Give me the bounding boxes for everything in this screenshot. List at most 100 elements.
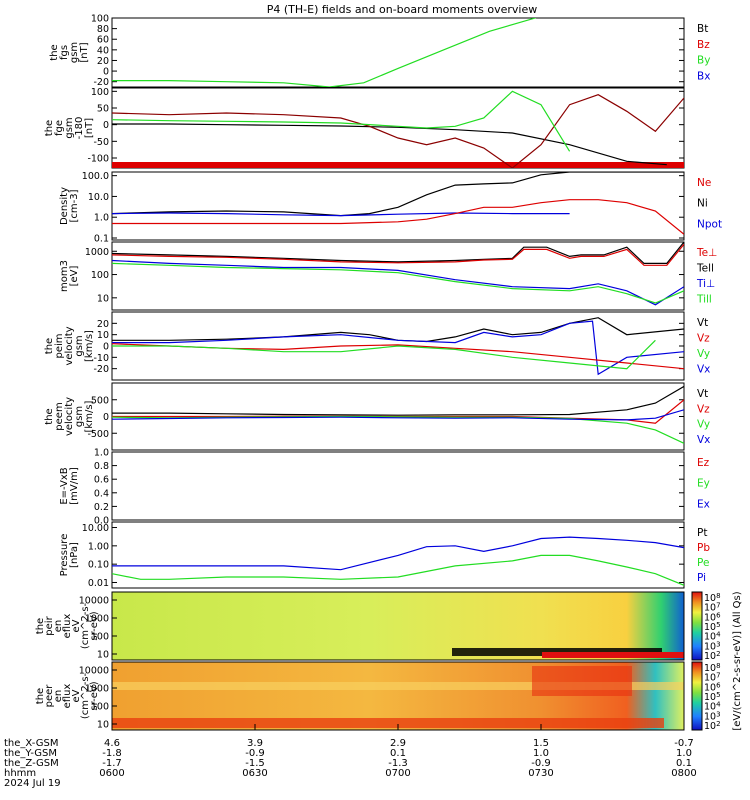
legend-entry: Vz <box>697 333 710 345</box>
y-axis-label: (cm^2-s- <box>80 672 91 719</box>
colorbar-label: [eV/(cm^2-s-sr-eV)] (All Qs) <box>732 591 743 730</box>
colorbar-tick-label: 102 <box>704 720 721 732</box>
y-tick-label: 0 <box>103 342 109 353</box>
y-tick-label: 1000 <box>85 247 109 258</box>
spectrogram-band <box>112 718 664 728</box>
panel-density: 100.0 10.0 1.0 0.1 Density [cm-3] Ne Ni Npot <box>59 171 722 244</box>
y-axis-label: gsm <box>69 42 80 63</box>
colorbar-tick-label: 102 <box>704 650 721 662</box>
y-tick-label: -20 <box>93 77 109 88</box>
y-axis-label: fgs <box>59 45 70 60</box>
y-tick-label: 10000 <box>79 596 109 607</box>
x-tick-label: 0730 <box>528 768 553 779</box>
y-axis-label: the <box>35 618 46 634</box>
y-axis-label: gsm <box>74 335 85 356</box>
y-axis-label: [mV/m] <box>69 467 80 505</box>
x-tick-label: 0600 <box>99 768 124 779</box>
panel-frame <box>111 171 685 241</box>
panel-frame <box>111 451 685 521</box>
legend-entry: Ti⊥ <box>696 278 715 290</box>
legend-entry: Till <box>696 294 712 306</box>
series-line-Pi <box>112 536 684 571</box>
y-axis-label: [km/s] <box>84 330 95 362</box>
series-line-green <box>112 90 571 152</box>
colorbar: 1081071061051041031021081071061051041031… <box>691 591 743 732</box>
y-tick-label: 10 <box>97 720 109 731</box>
x-tick-label: -1.7 <box>102 758 122 769</box>
y-axis-label: [km/s] <box>84 400 95 432</box>
legend-entry: Vy <box>697 348 710 360</box>
panel-frame <box>111 87 685 169</box>
x-axis-footer: the_X-GSM 4.6 3.9 2.9 1.5 -0.7 the_Y-GSM -1.8 -0… <box>4 724 697 789</box>
band-mark <box>112 162 684 168</box>
date-label: 2024 Jul 19 <box>4 778 61 789</box>
series-line-Vt <box>112 317 684 343</box>
legend-entry: Vt <box>697 388 708 400</box>
y-tick-label: 0.1 <box>94 233 109 244</box>
y-tick-label: 0.0 <box>94 516 109 527</box>
y-axis-label: velocity <box>64 326 75 365</box>
x-tick-label: 2.9 <box>390 738 406 749</box>
series-group <box>112 242 684 306</box>
series-line-Till <box>112 262 684 304</box>
colorbar-tick-exponent: 8 <box>716 662 720 670</box>
y-tick-label: 100.0 <box>82 171 109 182</box>
spectrogram-red-band <box>542 652 684 658</box>
x-tick-label: -0.7 <box>674 738 694 749</box>
series-line-Te⊥ <box>112 243 684 266</box>
series-line-Ni <box>112 172 684 217</box>
series-line-Vy <box>112 415 684 444</box>
series-line-Npot <box>112 212 570 217</box>
legend-entry: Bz <box>697 39 710 51</box>
y-tick-label: 1000 <box>85 614 109 625</box>
y-axis-label: gsm <box>74 406 85 427</box>
x-row-name: the_Y-GSM <box>4 748 57 759</box>
y-tick-label: 1.0 <box>94 448 109 459</box>
x-tick-label: 0800 <box>671 768 696 779</box>
legend-entry: Ne <box>697 177 711 189</box>
y-tick-label: 1000 <box>85 684 109 695</box>
panel-frame <box>111 17 685 88</box>
series-line-darkred <box>112 94 684 168</box>
colorbar-tick-exponent: 4 <box>716 631 721 639</box>
y-tick-label: 20 <box>97 319 109 330</box>
panel-pressure: 10.00 1.00 0.10 0.01 Pressure [nPa] Pt Pb Pe Pi <box>59 521 710 589</box>
legend-entry: By <box>697 55 710 67</box>
panel-moments: 1000 100 10 mom3 [eV] Te⊥ Tell Ti⊥ Till <box>59 241 717 311</box>
legend-entry: Vy <box>697 419 710 431</box>
y-axis-label: Density <box>59 187 70 225</box>
x-tick-label: 1.0 <box>676 748 692 759</box>
legend-entry: Te⊥ <box>696 247 717 259</box>
y-tick-label: 50 <box>97 104 109 115</box>
legend-entry: Vx <box>697 364 710 376</box>
y-axis-label: E=-VxB <box>59 467 70 504</box>
y-axis-label: gsm <box>64 117 75 138</box>
legend-entry: Pb <box>697 542 710 554</box>
y-tick-label: -100 <box>87 154 109 165</box>
y-axis-label: the <box>35 688 46 704</box>
x-row-name: the_Z-GSM <box>4 758 59 769</box>
y-axis-label: mom3 <box>59 260 70 292</box>
legend-entry: Pi <box>697 572 706 584</box>
x-row-name: the_X-GSM <box>4 738 58 749</box>
series-group <box>112 172 684 235</box>
y-axis-label: sr-eV) <box>89 611 100 640</box>
y-axis-label: sr-eV) <box>89 681 100 710</box>
spectrogram-band <box>532 666 632 696</box>
y-axis-label: peer <box>44 684 55 708</box>
series-line-By <box>112 18 537 87</box>
y-axis-label: [cm-3] <box>69 189 80 222</box>
y-axis-label: en <box>53 690 64 703</box>
chart-title: P4 (TH-E) fields and on-board moments ov… <box>267 3 538 16</box>
legend-entry: Npot <box>697 218 722 230</box>
y-tick-label: 1.00 <box>88 541 109 552</box>
y-tick-label: 10 <box>97 650 109 661</box>
x-tick-label: 0.1 <box>390 748 406 759</box>
y-axis-label: Pressure <box>59 534 70 577</box>
x-tick-label: 0630 <box>242 768 267 779</box>
y-tick-label: 40 <box>97 45 109 56</box>
colorbar-tick-exponent: 7 <box>716 672 720 680</box>
y-axis-label: peir <box>44 615 55 635</box>
